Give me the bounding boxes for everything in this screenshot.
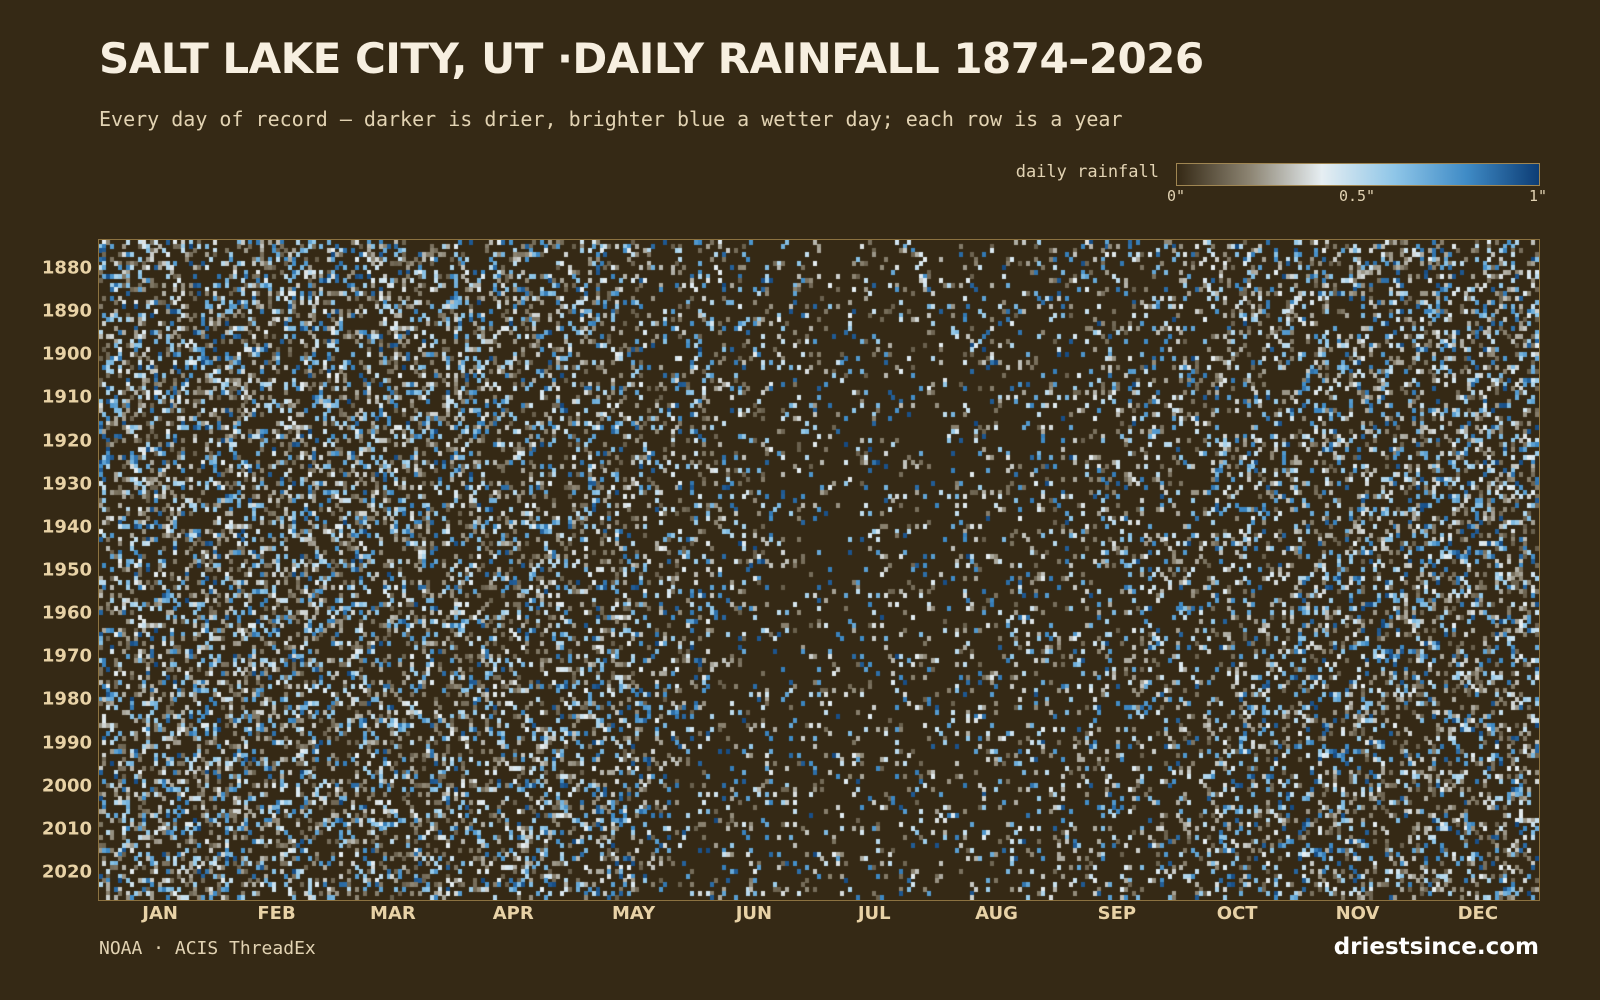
color-legend: daily rainfall 0" 0.5" 1" bbox=[1000, 160, 1560, 210]
x-tick-label: DEC bbox=[1457, 903, 1499, 924]
y-tick-label: 1930 bbox=[41, 473, 92, 495]
y-tick-label: 1990 bbox=[41, 732, 92, 754]
heatmap-plot bbox=[99, 240, 1539, 900]
chart-title: SALT LAKE CITY, UT ·DAILY RAINFALL 1874–… bbox=[99, 34, 1204, 83]
x-tick-label: FEB bbox=[257, 903, 296, 924]
x-tick-label: MAR bbox=[370, 903, 416, 924]
legend-color-bar bbox=[1176, 163, 1540, 186]
y-tick-label: 1980 bbox=[41, 688, 92, 710]
brand-link[interactable]: driestsince.com bbox=[1333, 934, 1539, 960]
y-tick-label: 2000 bbox=[41, 775, 92, 797]
legend-tick-1: 1" bbox=[1528, 187, 1548, 205]
legend-tick-0: 0" bbox=[1166, 187, 1186, 205]
y-tick-label: 1880 bbox=[41, 257, 92, 279]
legend-label: daily rainfall bbox=[1015, 162, 1159, 182]
x-tick-label: APR bbox=[492, 903, 534, 924]
x-tick-label: AUG bbox=[975, 903, 1018, 924]
x-tick-label: SEP bbox=[1097, 903, 1137, 924]
y-tick-label: 1970 bbox=[41, 645, 92, 667]
y-tick-label: 1920 bbox=[41, 430, 92, 452]
legend-tick-0-5: 0.5" bbox=[1338, 187, 1376, 205]
chart-subtitle: Every day of record — darker is drier, b… bbox=[99, 107, 1123, 131]
x-tick-label: JAN bbox=[142, 903, 178, 924]
y-tick-label: 1940 bbox=[41, 516, 92, 538]
x-tick-label: OCT bbox=[1216, 903, 1258, 924]
y-tick-label: 1910 bbox=[41, 386, 92, 408]
heatmap-cells bbox=[99, 240, 1539, 900]
data-source: NOAA · ACIS ThreadEx bbox=[99, 938, 316, 959]
y-tick-label: 2010 bbox=[41, 818, 92, 840]
x-tick-label: JUL bbox=[857, 903, 891, 924]
y-tick-label: 1900 bbox=[41, 343, 92, 365]
y-tick-label: 1960 bbox=[41, 602, 92, 624]
y-tick-label: 2020 bbox=[41, 861, 92, 883]
x-tick-label: MAY bbox=[611, 903, 656, 924]
y-tick-label: 1950 bbox=[41, 559, 92, 581]
x-tick-label: JUN bbox=[735, 903, 773, 924]
y-tick-label: 1890 bbox=[41, 300, 92, 322]
x-tick-label: NOV bbox=[1335, 903, 1380, 924]
